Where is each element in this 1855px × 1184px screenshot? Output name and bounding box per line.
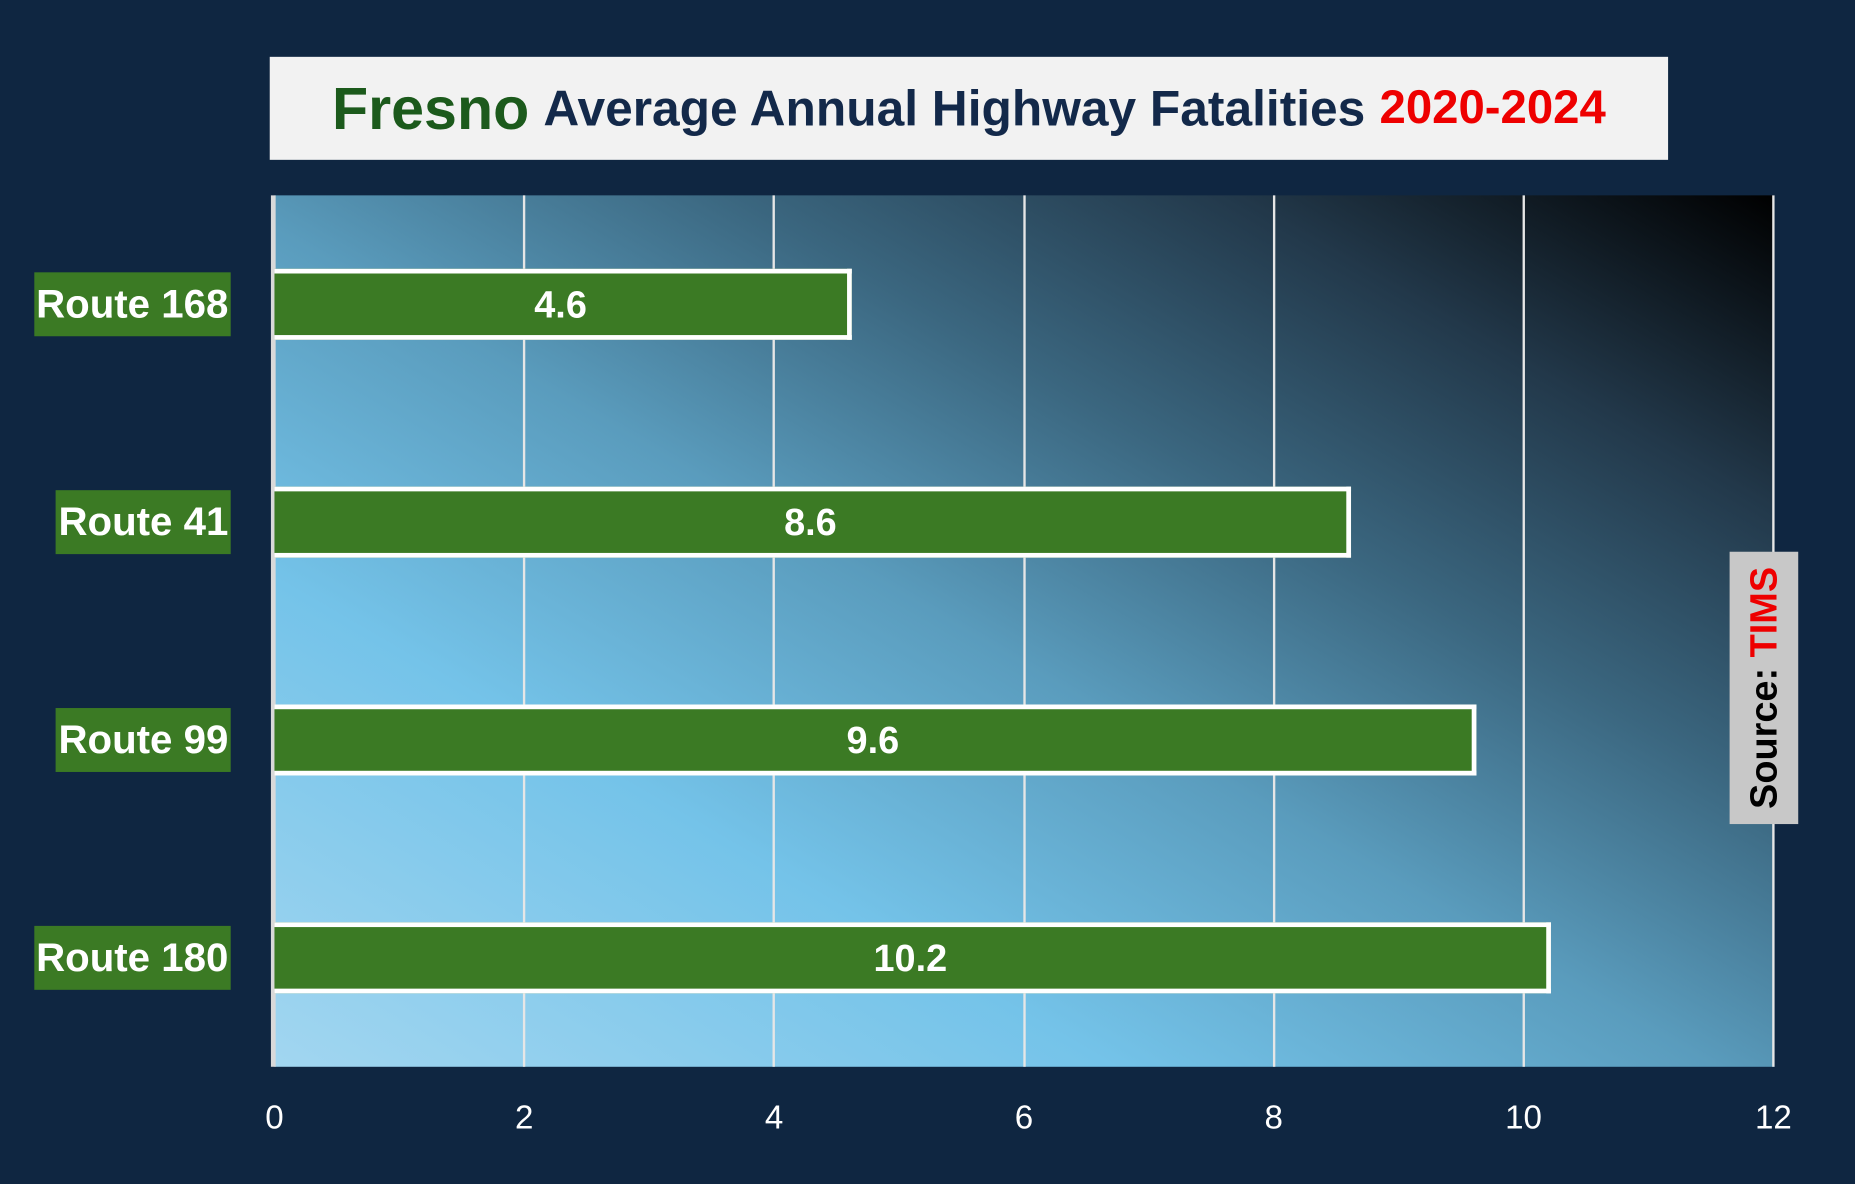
bar: 10.2 [274,922,1551,994]
chart-title: Fresno Average Annual Highway Fatalities… [269,56,1669,160]
title-years: 2020-2024 [1379,81,1606,134]
category-label: Route 168 [33,272,231,337]
x-tick-label: 10 [1505,1098,1542,1136]
data-label: 4.6 [534,282,587,326]
bar: 9.6 [274,704,1476,776]
source-note: Source: TIMS [1729,551,1799,825]
category-label: Route 180 [33,925,231,990]
x-tick-label: 6 [1014,1098,1034,1136]
data-label: 10.2 [873,935,948,979]
bar: 8.6 [274,486,1352,558]
gridline [1272,195,1275,1067]
title-main: Average Annual Highway Fatalities [543,79,1366,136]
source-label: Source: [1742,667,1785,809]
gridline [523,195,526,1067]
gridline [1022,195,1026,1067]
x-tick-label: 4 [764,1098,784,1136]
bar: 4.6 [274,268,852,340]
source-value: TIMS [1742,566,1785,658]
gridline [1522,195,1525,1067]
category-label: Route 99 [56,708,231,772]
x-tick-label: 8 [1264,1098,1283,1136]
category-label: Route 41 [56,490,231,555]
title-place: Fresno [331,75,530,142]
gridline [772,195,776,1067]
x-tick-label: 0 [265,1098,284,1136]
x-tick-label: 12 [1754,1098,1792,1136]
y-axis-line [270,195,276,1067]
x-tick-label: 2 [515,1098,534,1136]
data-label: 9.6 [846,718,900,761]
plot-area: 4.6 8.6 9.6 10.2 [270,195,1775,1067]
data-label: 8.6 [784,500,837,543]
